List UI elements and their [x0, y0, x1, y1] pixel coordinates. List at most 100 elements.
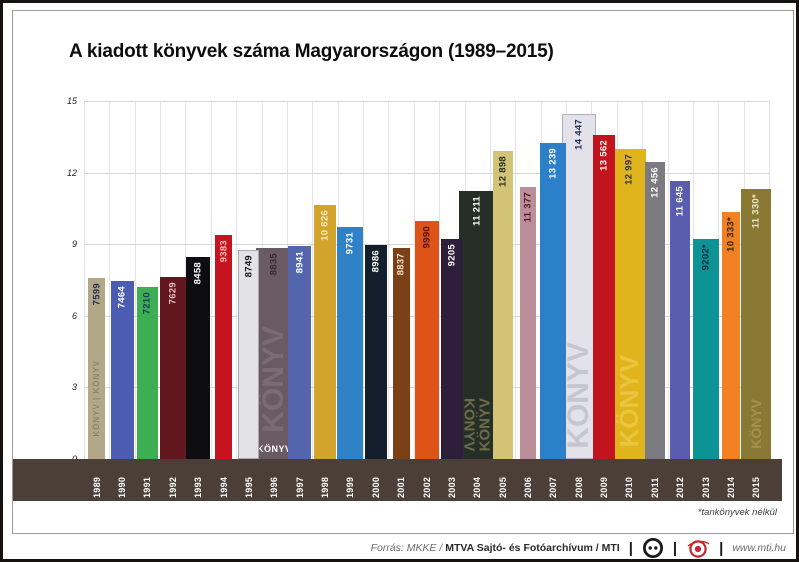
y-tick-label: 6	[71, 310, 77, 321]
bar-2005: 12 898	[492, 151, 513, 459]
year-label-2013: 2013	[700, 476, 711, 498]
source-main: MTVA Sajtó- és Fotóarchívum / MTI	[445, 542, 620, 554]
vertical-gridline	[236, 101, 238, 459]
chart-card: A kiadott könyvek száma Magyarországon (…	[12, 10, 794, 534]
y-tick-label: 12	[66, 167, 77, 178]
year-label-1989: 1989	[91, 476, 102, 498]
vertical-gridline	[134, 101, 136, 459]
bar-1999: 9731	[337, 226, 364, 459]
bar-value-label: 12 456	[649, 166, 661, 198]
year-label-1995: 1995	[243, 476, 254, 498]
horizontal-gridline	[84, 101, 769, 102]
bar-value-label: 12 997	[623, 153, 635, 185]
year-label-2011: 2011	[649, 477, 660, 498]
bar-2013: 9202*	[692, 239, 719, 459]
mti-logo-icon	[642, 537, 664, 559]
y-tick-label: 9	[71, 239, 77, 250]
x-axis-band: 1989 1990 1991 1992 1993 1994 1995 1996 1997 1998…	[13, 459, 782, 501]
bar-spine-text: KÖNYV KÖNYV	[460, 397, 494, 451]
bar-value-label: 8941	[294, 250, 306, 273]
year-label-1992: 1992	[167, 476, 178, 498]
mtva-logo-icon	[686, 537, 710, 559]
vertical-gridline	[84, 101, 85, 459]
bar-value-label: 10 333*	[725, 217, 737, 253]
bar-value-label: 9202*	[700, 244, 712, 271]
bar-value-label: 9383	[218, 240, 230, 263]
bar-2002: 9990	[414, 220, 439, 459]
year-label-1993: 1993	[193, 476, 204, 498]
bar-value-label: 8986	[370, 249, 382, 272]
year-label-1997: 1997	[294, 476, 305, 498]
vertical-gridline	[388, 101, 390, 459]
year-label-2007: 2007	[548, 476, 559, 498]
bar-spine-text: KÖNYV	[257, 326, 291, 433]
year-label-1996: 1996	[269, 476, 280, 498]
bar-value-label: 7629	[167, 281, 179, 305]
bar-2001: 8837	[392, 248, 410, 459]
bar-value-label: 11 211	[471, 196, 483, 227]
bar-2014: 10 333*	[721, 212, 740, 459]
y-tick-label: 3	[71, 382, 77, 393]
bar-value-label: 11 377	[522, 192, 534, 223]
bar-1992: 7629	[159, 276, 186, 459]
year-label-2012: 2012	[675, 476, 686, 498]
bar-2007: 13 239	[540, 143, 567, 459]
source-line: Forrás: MKKE / MTVA Sajtó- és Fotóarchív…	[371, 542, 620, 554]
bar-2010: 12 997 KÖNYV	[612, 148, 647, 459]
plot-area: 7599 KÖNYV | KÖNYV 7464 7210 7629 8458 9383 874…	[84, 101, 772, 459]
bar-value-label: 7464	[116, 285, 128, 309]
vertical-gridline	[312, 101, 314, 459]
bar-1993: 8458	[186, 257, 211, 459]
bar-2012: 11 645	[670, 181, 691, 459]
bar-value-label: 9731	[344, 231, 356, 255]
vertical-gridline	[185, 101, 187, 459]
bar-1991: 7210	[136, 286, 158, 459]
bar-value-label: 8749	[243, 255, 255, 278]
bar-spine-text: KÖNYV	[561, 342, 595, 449]
year-label-2015: 2015	[751, 476, 762, 498]
website-url: www.mti.hu	[732, 542, 786, 554]
bar-spine-text: KÖNYV	[614, 354, 645, 447]
vertical-gridline	[413, 101, 415, 459]
year-label-1999: 1999	[345, 476, 356, 498]
bar-1995: 8749	[238, 250, 260, 459]
year-label-2002: 2002	[421, 476, 432, 498]
chart-title: A kiadott könyvek száma Magyarországon (…	[69, 41, 554, 62]
vertical-gridline	[210, 101, 212, 459]
bar-value-label: 9990	[421, 225, 432, 248]
footer-separator: |	[672, 539, 678, 557]
bar-value-label: 10 626	[319, 210, 331, 242]
year-label-1998: 1998	[320, 476, 331, 498]
bar-2004: 11 211 KÖNYV KÖNYV	[459, 191, 496, 459]
year-label-2001: 2001	[396, 476, 407, 498]
y-tick-label: 15	[66, 96, 77, 106]
year-label-1991: 1991	[142, 476, 153, 498]
year-label-2006: 2006	[522, 476, 533, 498]
vertical-gridline	[363, 101, 365, 459]
bar-value-label: 14 447	[573, 119, 585, 151]
bar-2008: 14 447 KÖNYV	[561, 114, 596, 459]
bar-2009: 13 562	[593, 135, 616, 459]
year-label-2003: 2003	[446, 476, 457, 498]
bar-2003: 9205	[440, 239, 463, 459]
bar-value-label: 7210	[141, 291, 153, 315]
year-label-2005: 2005	[497, 476, 508, 498]
footer: Forrás: MKKE / MTVA Sajtó- és Fotóarchív…	[371, 537, 786, 559]
bar-value-label: 13 239	[547, 148, 559, 179]
bar-value-label: 9205	[446, 244, 458, 267]
bar-1994: 9383	[215, 235, 233, 459]
bar-value-label: 13 562	[598, 140, 610, 172]
year-label-2004: 2004	[472, 476, 483, 498]
year-label-2000: 2000	[370, 476, 381, 498]
bar-value-label: 7599	[91, 282, 103, 305]
year-label-2009: 2009	[599, 476, 610, 498]
year-label-2008: 2008	[573, 476, 584, 498]
source-prefix: Forrás: MKKE /	[370, 542, 443, 554]
bar-value-label: 8837	[395, 253, 407, 276]
footnote: *tankönyvek nélkül	[697, 507, 777, 518]
bar-2011: 12 456	[644, 161, 665, 459]
bar-1997: 8941	[288, 245, 312, 459]
horizontal-gridline	[84, 172, 769, 174]
bar-2015: 11 330* KÖNYV	[741, 188, 772, 459]
